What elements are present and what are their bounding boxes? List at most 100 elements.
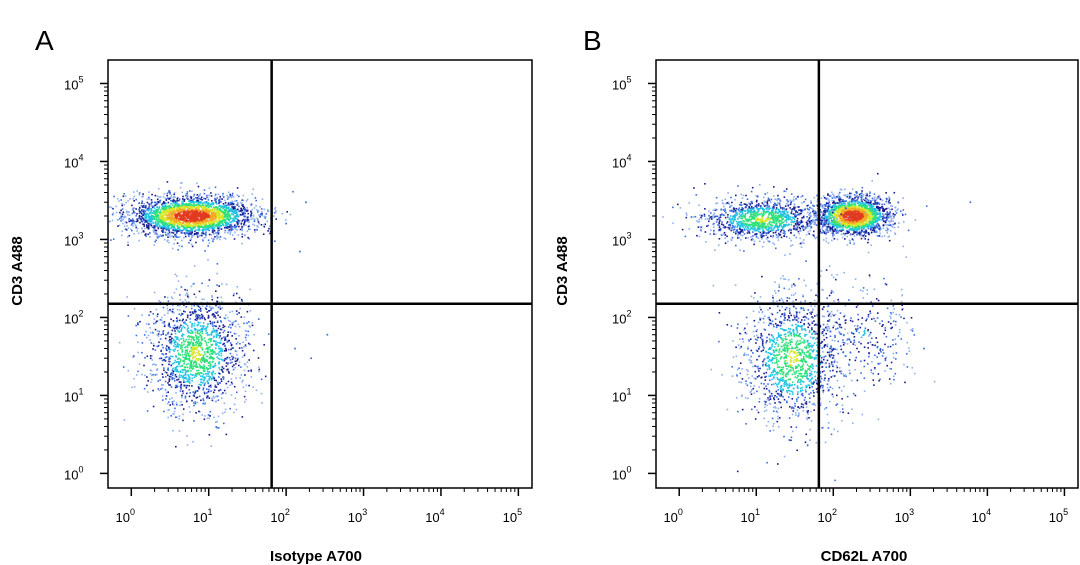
panel-a-event-dot xyxy=(150,218,152,221)
panel-a-event-dot xyxy=(152,343,155,345)
panel-a-event-dot xyxy=(188,357,191,360)
panel-a-event-dot xyxy=(245,345,247,348)
panel-a-event-dot xyxy=(192,358,194,360)
panel-a-event-dot xyxy=(201,206,203,209)
panel-b-event-dot xyxy=(866,209,868,211)
panel-a-event-dot xyxy=(219,212,221,214)
panel-b-event-dot xyxy=(867,204,869,206)
panel-a-event-dot xyxy=(222,378,225,380)
panel-a-outlier-dot xyxy=(294,347,296,350)
panel-a-event-dot xyxy=(184,349,187,352)
panel-a-event-dot xyxy=(181,191,184,194)
panel-a-event-dot xyxy=(118,200,120,202)
panel-a-event-dot xyxy=(171,403,174,405)
panel-a-event-dot xyxy=(149,369,152,371)
panel-a-event-dot xyxy=(157,210,159,213)
panel-a-event-dot xyxy=(194,223,197,225)
panel-a-event-dot xyxy=(229,331,232,334)
panel-a-event-dot xyxy=(203,220,206,223)
panel-a-event-dot xyxy=(187,369,189,372)
panel-a-event-dot xyxy=(179,390,182,392)
panel-b-event-dot xyxy=(879,213,881,216)
panel-a-event-dot xyxy=(153,230,155,232)
panel-a-event-dot xyxy=(195,344,197,346)
panel-a-event-dot xyxy=(162,333,164,335)
panel-a-event-dot xyxy=(224,199,226,202)
panel-a-event-dot xyxy=(183,343,185,346)
panel-a-event-dot xyxy=(189,225,191,227)
panel-a-event-dot xyxy=(260,224,263,226)
panel-a-event-dot xyxy=(150,214,153,216)
panel-a-event-dot xyxy=(215,220,217,222)
panel-a-event-dot xyxy=(240,211,243,213)
panel-a-event-dot xyxy=(194,329,196,331)
panel-a-event-dot xyxy=(197,314,200,316)
panel-a-event-dot xyxy=(225,224,227,227)
panel-a-event-dot xyxy=(176,326,179,329)
panel-a-event-dot xyxy=(136,220,139,222)
panel-a-event-dot xyxy=(251,208,254,211)
panel-a-event-dot xyxy=(191,201,193,204)
panel-a-event-dot xyxy=(203,236,206,239)
panel-a-event-dot xyxy=(188,296,190,299)
panel-b-event-dot xyxy=(834,204,837,206)
panel-a-event-dot xyxy=(211,399,214,402)
panel-a-event-dot xyxy=(182,321,185,324)
panel-a-event-dot xyxy=(191,324,193,326)
panel-a-event-dot xyxy=(222,215,224,217)
panel-a-event-dot xyxy=(229,195,232,197)
panel-a-event-dot xyxy=(156,233,159,236)
panel-a-event-dot xyxy=(203,351,206,353)
panel-b-event-dot xyxy=(857,196,859,198)
panel-a-event-dot xyxy=(185,323,188,325)
panel-a-event-dot xyxy=(170,341,172,343)
panel-a-event-dot xyxy=(211,226,214,229)
panel-a-event-dot xyxy=(158,207,160,209)
panel-a-event-dot xyxy=(176,325,179,328)
panel-a-event-dot xyxy=(185,376,187,379)
panel-b-event-dot xyxy=(841,206,843,209)
panel-a-event-dot xyxy=(238,195,240,198)
panel-a-event-dot xyxy=(227,326,230,328)
panel-a-event-dot xyxy=(242,204,244,206)
panel-a-event-dot xyxy=(201,317,203,320)
panel-a-event-dot xyxy=(236,391,238,394)
panel-a-event-dot xyxy=(158,212,161,214)
panel-a-event-dot xyxy=(143,203,145,205)
panel-a-event-dot xyxy=(190,211,192,213)
panel-a-event-dot xyxy=(144,207,147,209)
panel-a-event-dot xyxy=(187,233,190,236)
panel-b-event-dot xyxy=(827,231,829,233)
panel-a-event-dot xyxy=(222,211,225,213)
panel-a-event-dot xyxy=(170,210,172,212)
panel-a-event-dot xyxy=(164,212,166,214)
panel-a-event-dot xyxy=(274,240,276,242)
panel-b-event-dot xyxy=(855,228,857,231)
panel-a-event-dot xyxy=(172,355,174,358)
panel-a-event-dot xyxy=(252,386,254,388)
panel-a-event-dot xyxy=(222,219,224,222)
panel-a-event-dot xyxy=(236,187,239,189)
panel-b-event-dot xyxy=(861,192,863,194)
panel-a-event-dot xyxy=(162,223,165,226)
panel-a-event-dot xyxy=(234,215,237,217)
panel-a-event-dot xyxy=(182,339,185,342)
panel-a-event-dot xyxy=(183,224,186,226)
panel-a-event-dot xyxy=(193,195,195,197)
panel-a-event-dot xyxy=(220,321,223,323)
panel-a-event-dot xyxy=(212,375,214,378)
panel-a-event-dot xyxy=(220,358,223,361)
panel-a-event-dot xyxy=(146,221,149,224)
panel-a-event-dot xyxy=(178,363,180,366)
panel-a-event-dot xyxy=(231,209,233,212)
panel-a-event-dot xyxy=(120,212,122,215)
panel-a-event-dot xyxy=(188,232,190,235)
panel-a-event-dot xyxy=(218,236,220,239)
panel-a-event-dot xyxy=(259,213,262,215)
panel-a-event-dot xyxy=(146,198,149,201)
panel-a-event-dot xyxy=(166,296,169,299)
panel-b-event-dot xyxy=(876,234,879,237)
panel-a-event-dot xyxy=(240,222,243,225)
panel-a-event-dot xyxy=(188,381,190,383)
panel-a-event-dot xyxy=(214,311,217,314)
